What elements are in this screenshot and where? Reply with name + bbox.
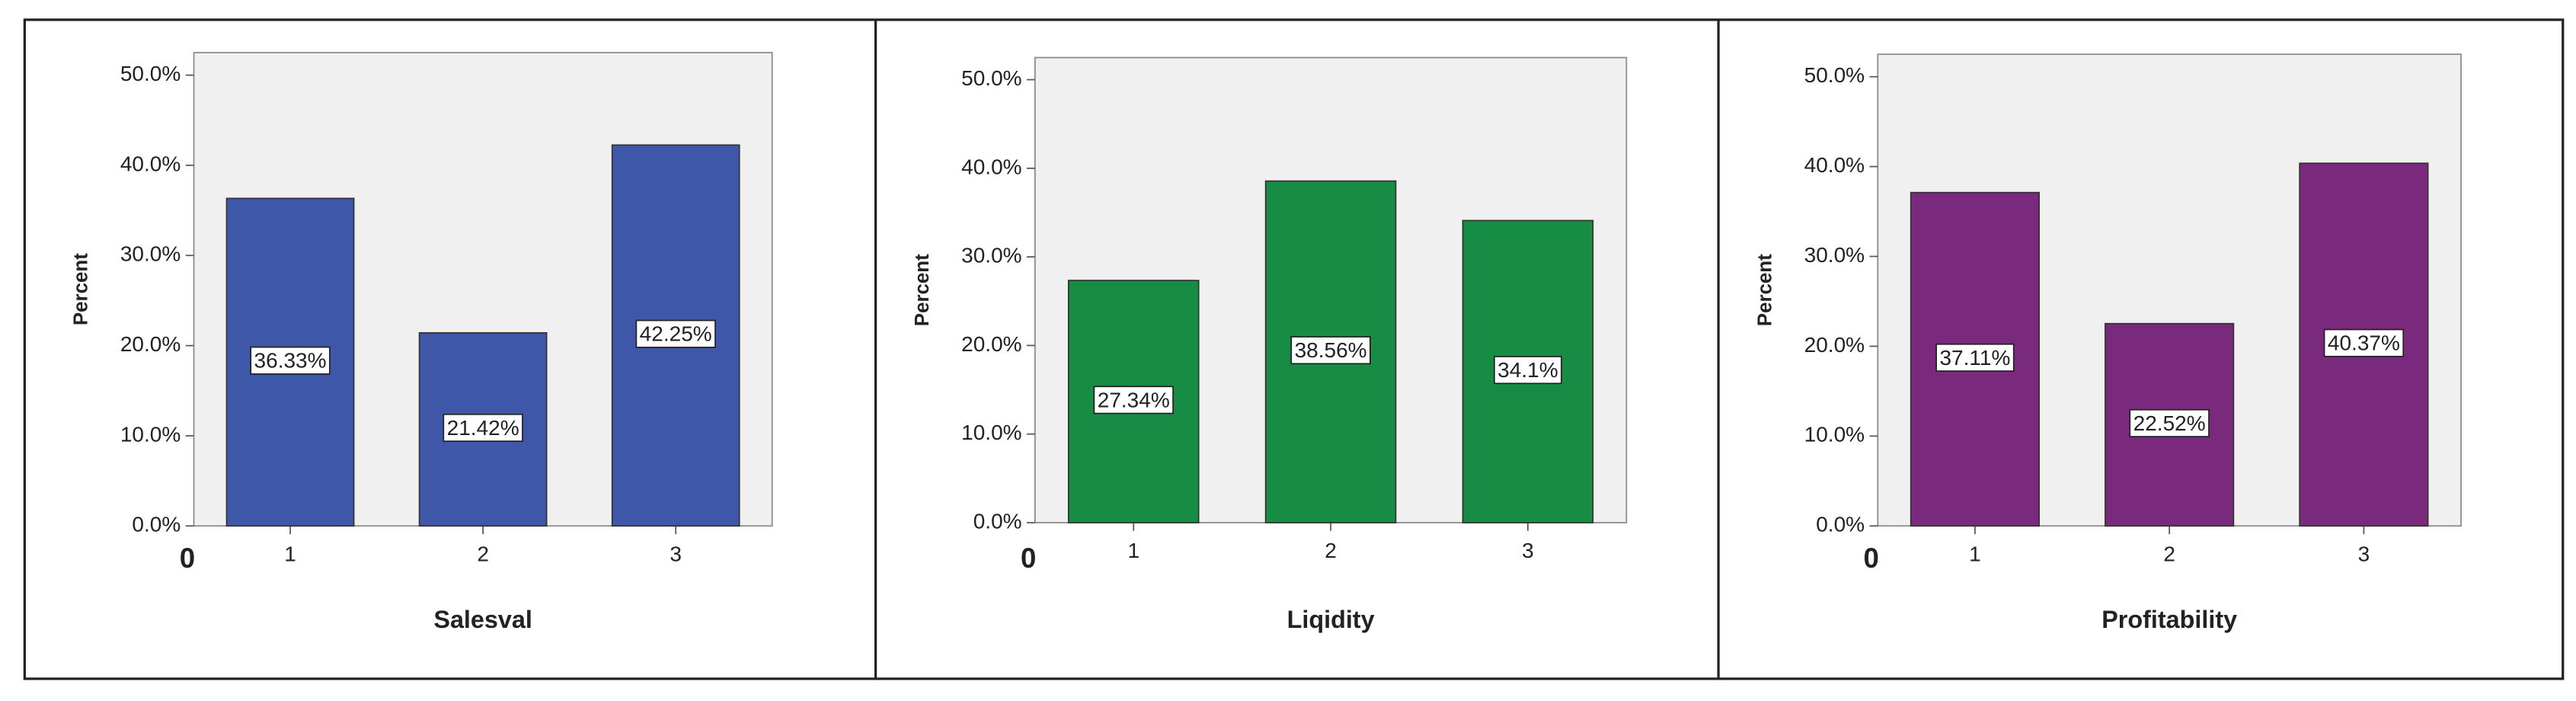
- value-label-text: 37.11%: [1939, 346, 2010, 370]
- value-label-text: 42.25%: [640, 322, 712, 346]
- y-tick-label: 30.0%: [961, 244, 1021, 267]
- x-tick-label: 2: [477, 542, 489, 565]
- y-tick-label: 0.0%: [1816, 513, 1865, 536]
- value-label-box: [443, 413, 523, 442]
- annotation: 0: [180, 543, 195, 574]
- y-axis-label: Percent: [71, 253, 92, 325]
- y-tick-label: 40.0%: [120, 152, 181, 175]
- y-tick-label: 30.0%: [1804, 243, 1865, 267]
- y-tick-label: 10.0%: [961, 421, 1021, 444]
- value-label: 22.52%: [2129, 408, 2210, 437]
- y-tick-label: 50.0%: [120, 62, 181, 85]
- value-label: 42.25%: [635, 319, 716, 348]
- y-tick-label: 40.0%: [1804, 153, 1865, 177]
- value-label-text: 22.52%: [2133, 411, 2206, 435]
- x-tick-label: 2: [1325, 539, 1337, 562]
- y-tick-label: 40.0%: [961, 155, 1021, 178]
- y-tick-label: 10.0%: [1804, 423, 1865, 447]
- annotation: 0: [1021, 543, 1036, 574]
- y-tick-label: 0.0%: [132, 513, 181, 536]
- x-axis-label: Liqidity: [1287, 606, 1375, 633]
- x-tick-label: 3: [2358, 542, 2370, 565]
- value-label-text: 36.33%: [254, 349, 327, 373]
- y-tick-label: 20.0%: [120, 332, 181, 356]
- value-label-box: [1093, 386, 1174, 415]
- value-label-box: [635, 319, 716, 348]
- y-tick-label: 10.0%: [120, 422, 181, 446]
- value-label-box: [1935, 343, 2015, 372]
- value-label-box: [2323, 328, 2405, 357]
- value-label: 36.33%: [250, 346, 331, 375]
- x-tick-label: 3: [1522, 539, 1534, 562]
- y-axis-label: Percent: [912, 254, 933, 326]
- value-label-text: 27.34%: [1098, 388, 1170, 411]
- y-tick-label: 50.0%: [961, 66, 1021, 90]
- x-axis-label: Profitability: [2101, 606, 2237, 633]
- y-axis-label: Percent: [1754, 254, 1775, 326]
- value-label: 27.34%: [1093, 386, 1174, 415]
- x-tick-label: 3: [670, 542, 682, 565]
- value-label: 37.11%: [1935, 343, 2015, 372]
- value-label-text: 38.56%: [1295, 338, 1367, 362]
- y-tick-label: 20.0%: [961, 332, 1021, 356]
- y-tick-label: 0.0%: [973, 509, 1022, 533]
- value-label-box: [1494, 356, 1562, 385]
- value-label: 34.1%: [1494, 356, 1562, 385]
- value-label-text: 40.37%: [2328, 331, 2400, 355]
- value-label-text: 21.42%: [447, 416, 519, 440]
- annotation: 0: [1863, 543, 1878, 574]
- value-label-box: [1290, 336, 1371, 365]
- x-tick-label: 1: [1127, 539, 1139, 562]
- y-tick-label: 20.0%: [1804, 333, 1865, 357]
- x-axis-label: Salesval: [433, 606, 532, 633]
- value-label-box: [250, 346, 331, 375]
- y-tick-label: 30.0%: [120, 242, 181, 266]
- value-label: 40.37%: [2323, 328, 2405, 357]
- value-label: 21.42%: [443, 413, 523, 442]
- y-tick-label: 50.0%: [1804, 63, 1865, 87]
- x-tick-label: 1: [1969, 542, 1981, 565]
- x-tick-label: 2: [2163, 542, 2175, 565]
- value-label-box: [2129, 408, 2210, 437]
- value-label: 38.56%: [1290, 336, 1371, 365]
- x-tick-label: 1: [284, 542, 296, 565]
- value-label-text: 34.1%: [1497, 358, 1558, 382]
